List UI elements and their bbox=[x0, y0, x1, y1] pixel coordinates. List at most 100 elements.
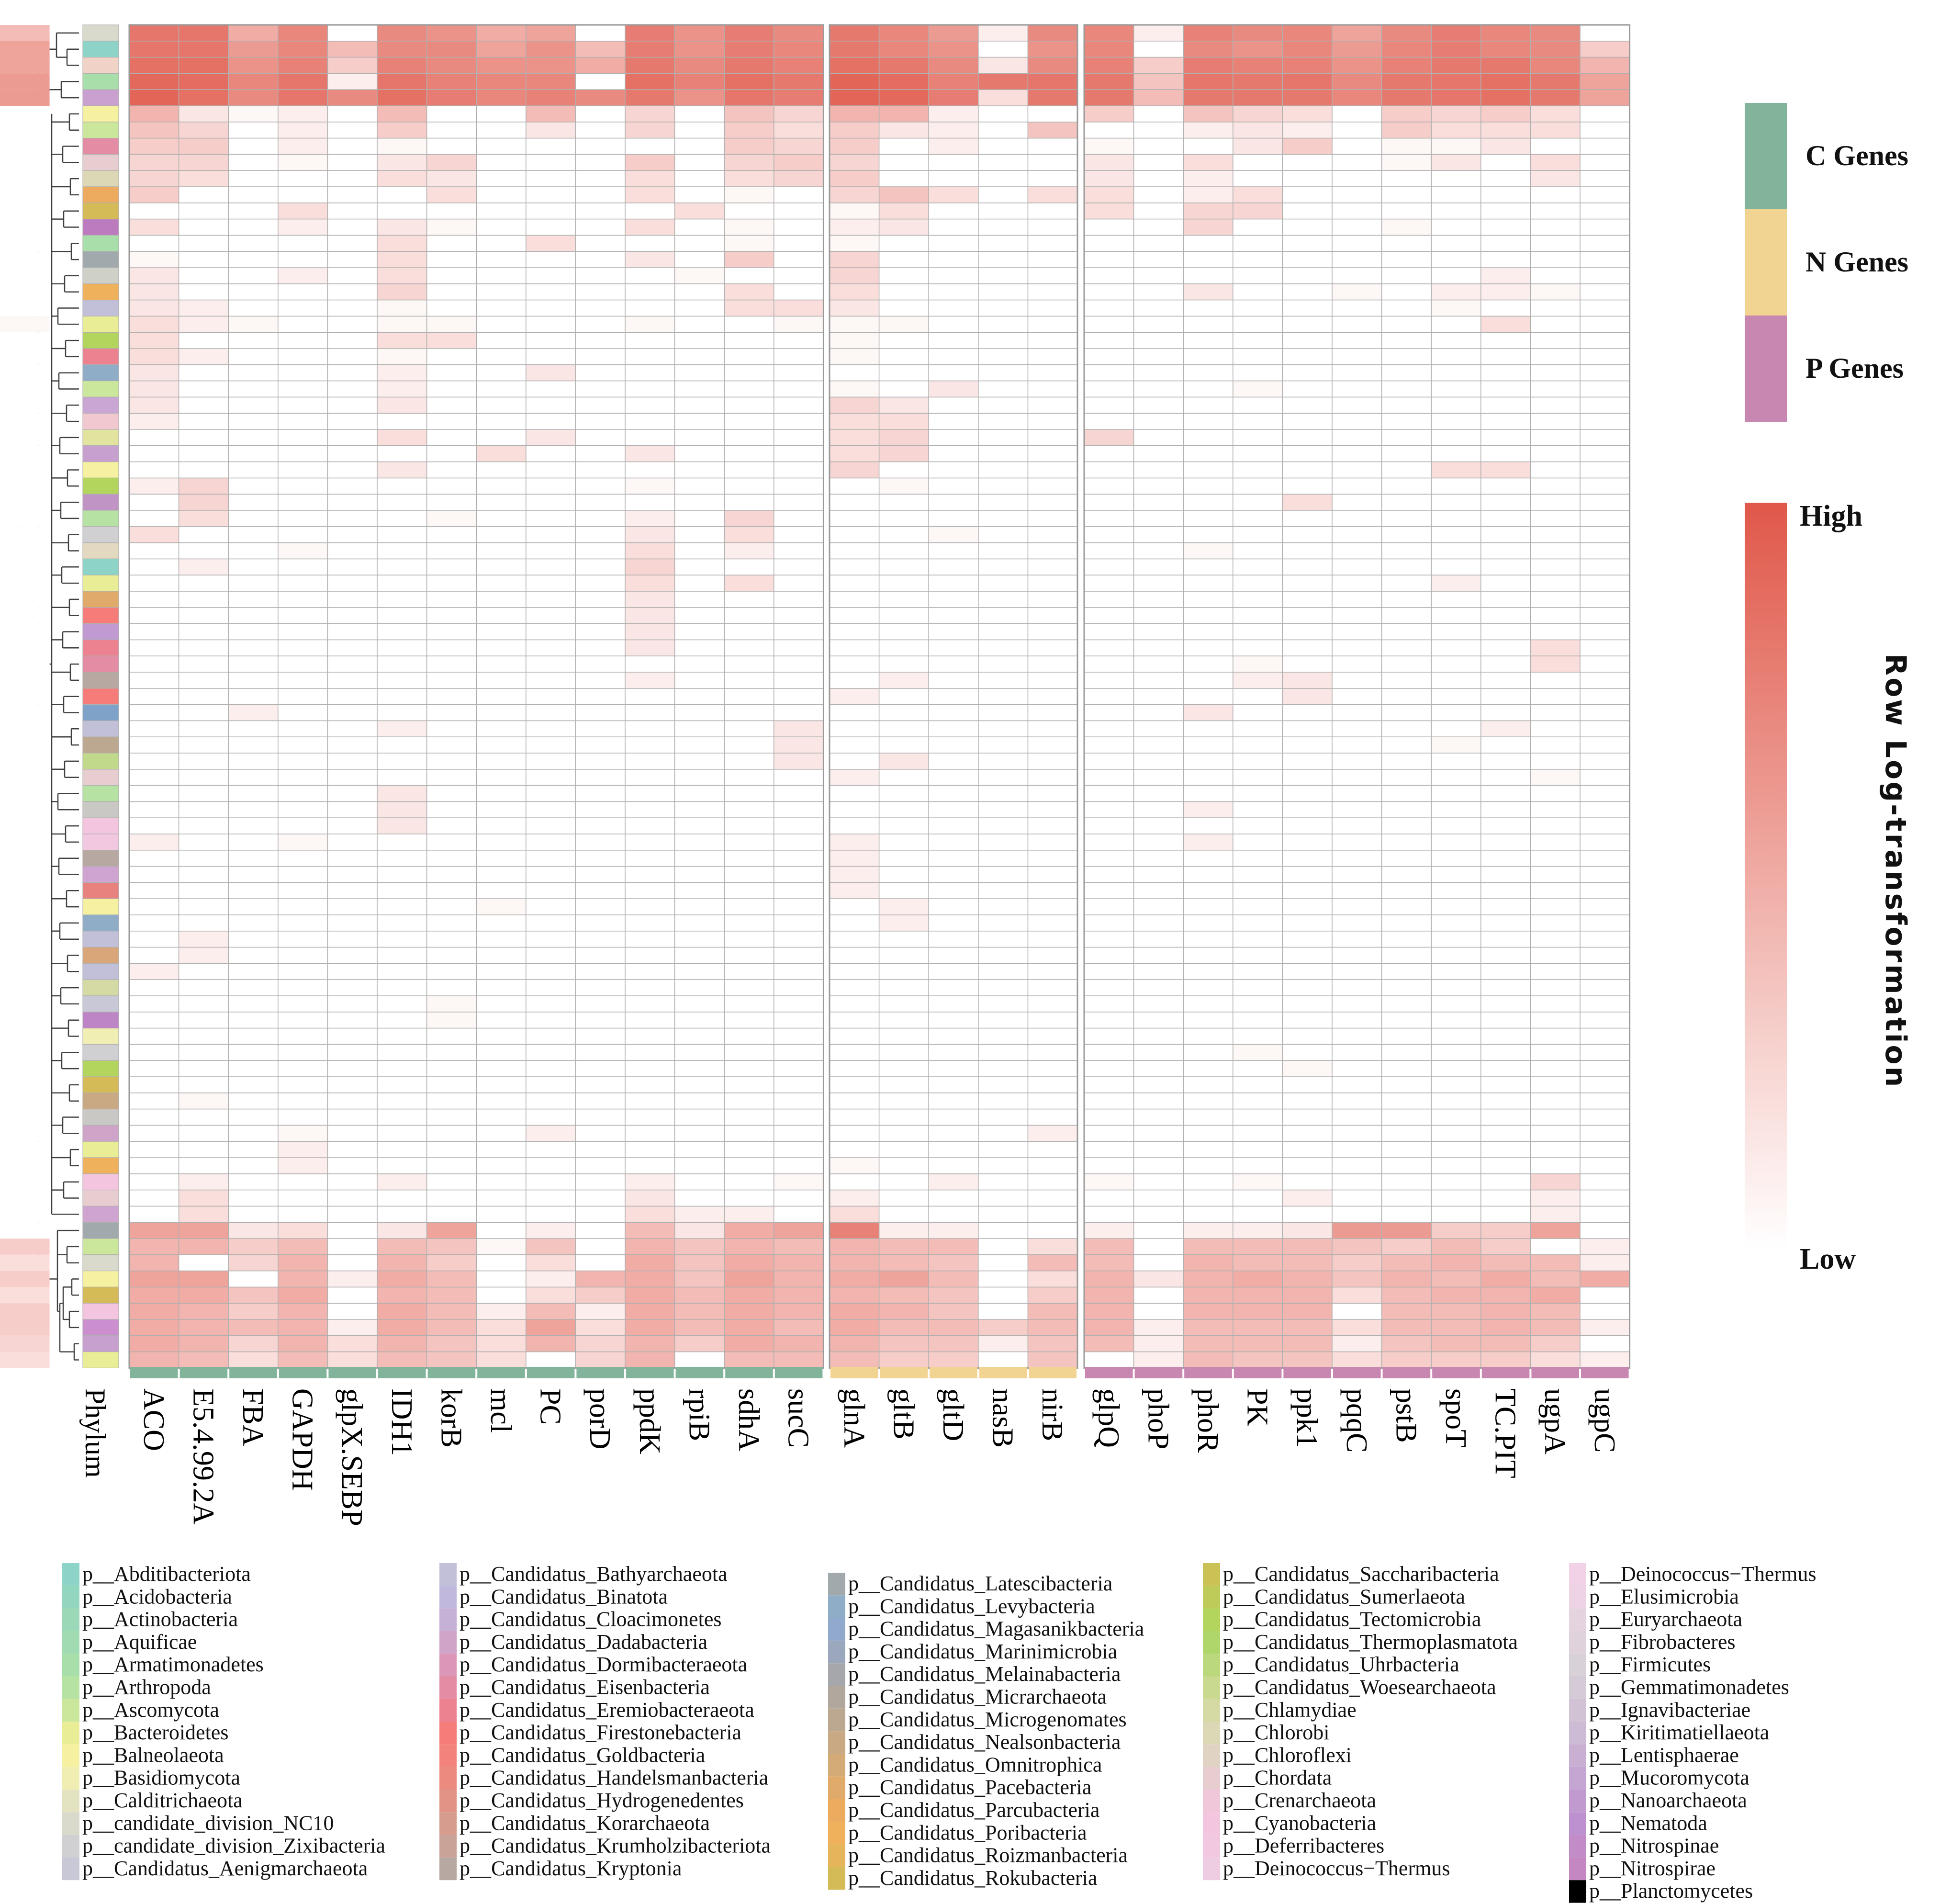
heatmap-cell bbox=[1084, 850, 1134, 867]
heatmap-cell bbox=[0, 1141, 50, 1158]
heatmap-cell bbox=[879, 591, 929, 608]
heatmap-cell bbox=[1431, 672, 1481, 688]
heatmap-cell bbox=[830, 980, 879, 996]
heatmap-cell bbox=[0, 510, 50, 527]
heatmap-cell bbox=[879, 1077, 929, 1093]
heatmap-cell bbox=[327, 170, 377, 187]
heatmap-cell bbox=[1028, 397, 1077, 414]
heatmap-cell bbox=[327, 381, 377, 397]
heatmap-cell bbox=[129, 963, 179, 980]
heatmap-cell bbox=[377, 1287, 427, 1304]
heatmap-cell bbox=[426, 332, 477, 349]
heatmap-cell bbox=[179, 300, 229, 316]
heatmap-cell bbox=[830, 656, 879, 672]
heatmap-cell bbox=[278, 1287, 328, 1304]
heatmap-cell bbox=[1480, 381, 1531, 397]
heatmap-cell bbox=[1233, 106, 1283, 122]
heatmap-cell bbox=[774, 963, 824, 980]
heatmap-cell bbox=[724, 526, 774, 543]
heatmap-cell bbox=[476, 656, 526, 672]
heatmap-cell bbox=[129, 1158, 179, 1174]
heatmap-cell bbox=[625, 41, 675, 57]
heatmap-cell bbox=[625, 332, 675, 349]
heatmap-cell bbox=[978, 1093, 1028, 1109]
heatmap-cell bbox=[879, 1158, 929, 1174]
heatmap-cell bbox=[1431, 1287, 1481, 1304]
heatmap-cell bbox=[830, 882, 879, 899]
heatmap-cell bbox=[1431, 1158, 1481, 1174]
heatmap-cell bbox=[879, 1125, 929, 1142]
heatmap-cell bbox=[724, 170, 774, 187]
heatmap-cell bbox=[830, 1012, 879, 1028]
heatmap-cell bbox=[0, 688, 50, 705]
heatmap-cell bbox=[724, 413, 774, 429]
gene-group-bar-segment bbox=[576, 1367, 624, 1378]
heatmap-cell bbox=[575, 397, 625, 414]
heatmap-cell bbox=[476, 429, 526, 446]
heatmap-cell bbox=[278, 818, 328, 834]
heatmap-cell bbox=[929, 445, 978, 462]
heatmap-cell bbox=[724, 1239, 774, 1255]
heatmap-cell bbox=[674, 640, 725, 656]
heatmap-cell bbox=[1332, 25, 1382, 41]
heatmap-cell bbox=[1480, 1141, 1531, 1158]
heatmap-cell bbox=[1233, 494, 1283, 510]
heatmap-cell bbox=[1084, 882, 1134, 899]
gene-label: gltD bbox=[937, 1388, 969, 1441]
heatmap-cell bbox=[1084, 397, 1134, 414]
heatmap-cell bbox=[674, 769, 725, 786]
heatmap-cell bbox=[1028, 1222, 1077, 1239]
heatmap-cell bbox=[724, 818, 774, 834]
heatmap-cell bbox=[1580, 704, 1630, 721]
heatmap-cell bbox=[526, 818, 576, 834]
heatmap-cell bbox=[327, 963, 377, 980]
heatmap-cell bbox=[674, 623, 725, 640]
colorbar: High Low Row Log-transformation bbox=[1745, 500, 1912, 1275]
phylum-row-color bbox=[82, 607, 119, 624]
heatmap-cell bbox=[830, 834, 879, 850]
heatmap-cell bbox=[774, 235, 824, 252]
heatmap-cell bbox=[1084, 268, 1134, 284]
heatmap-cell bbox=[0, 996, 50, 1012]
heatmap-cell bbox=[575, 203, 625, 219]
phylum-legend-swatch bbox=[1569, 1744, 1586, 1767]
heatmap-cell bbox=[1530, 575, 1580, 591]
heatmap-cell bbox=[476, 1141, 526, 1158]
heatmap-cell bbox=[1381, 462, 1432, 478]
heatmap-cell bbox=[526, 623, 576, 640]
heatmap-cell bbox=[625, 721, 675, 737]
heatmap-cell bbox=[377, 1319, 427, 1336]
phylum-legend-label: p__Chloroflexi bbox=[1223, 1743, 1352, 1767]
heatmap-cell bbox=[724, 737, 774, 753]
heatmap-cell bbox=[1282, 219, 1332, 236]
heatmap-cell bbox=[179, 73, 229, 90]
heatmap-cell bbox=[476, 1060, 526, 1077]
heatmap-cell bbox=[526, 332, 576, 349]
heatmap-cell bbox=[278, 73, 328, 90]
heatmap-cell bbox=[1133, 1239, 1184, 1255]
heatmap-cell bbox=[1332, 413, 1382, 429]
heatmap-cell bbox=[1028, 90, 1077, 106]
heatmap-cell bbox=[0, 1222, 50, 1239]
heatmap-cell bbox=[278, 1271, 328, 1287]
heatmap-cell bbox=[0, 429, 50, 446]
heatmap-cell bbox=[774, 283, 824, 300]
heatmap-cell bbox=[1133, 1335, 1184, 1352]
heatmap-cell bbox=[674, 283, 725, 300]
heatmap-cell bbox=[476, 1222, 526, 1239]
heatmap-cell bbox=[228, 283, 278, 300]
heatmap-cell bbox=[575, 850, 625, 867]
heatmap-cell bbox=[830, 850, 879, 867]
heatmap-cell bbox=[129, 769, 179, 786]
heatmap-cell bbox=[0, 607, 50, 624]
heatmap-cell bbox=[426, 1044, 477, 1061]
heatmap-cell bbox=[978, 1028, 1028, 1045]
heatmap-cell bbox=[674, 251, 725, 268]
heatmap-cell bbox=[674, 1044, 725, 1061]
heatmap-cell bbox=[0, 154, 50, 171]
heatmap-cell bbox=[929, 996, 978, 1012]
heatmap-cell bbox=[1183, 737, 1233, 753]
phylum-legend-label: p__Candidatus_Uhrbacteria bbox=[1223, 1653, 1459, 1676]
phylum-row-color bbox=[82, 299, 119, 316]
heatmap-cell bbox=[724, 203, 774, 219]
